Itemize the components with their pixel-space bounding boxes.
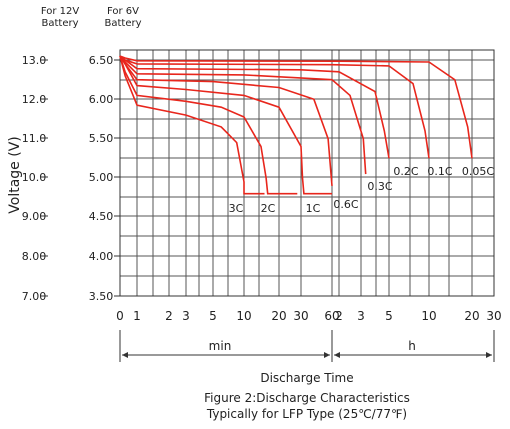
series-label-2C: 2C (261, 202, 276, 215)
series-line-1C (119, 55, 332, 195)
y-tick-6v-label: 4.50 (89, 210, 114, 223)
y-tick-6v-label: 6.50 (89, 54, 114, 67)
x-tick-label: 2 (335, 309, 343, 323)
y-axis-6v-header-line2: Battery (104, 18, 141, 29)
series-line-2C (119, 55, 298, 195)
series-label-0.2C: 0.2C (393, 165, 418, 178)
x-tick-label: 60 (324, 309, 339, 323)
series-line-0.05C (119, 55, 473, 159)
x-tick-label: 5 (385, 309, 393, 323)
y-tick-6v-label: 4.00 (89, 250, 114, 263)
range-arrow-h-left (334, 352, 340, 358)
y-tick-12v-label: 9.00 (22, 210, 47, 223)
x-tick-label: 3 (182, 309, 190, 323)
x-axis-label: Discharge Time (260, 371, 353, 385)
y-tick-6v-label: 6.00 (89, 93, 114, 106)
y-tick-12v-label: 12.0 (22, 93, 47, 106)
series-label-0.3C: 0.3C (367, 180, 392, 193)
y-tick-6v-label: 5.50 (89, 132, 114, 145)
y-axis-12v-header-line1: For 12V (41, 6, 80, 17)
plot-frame (119, 49, 495, 297)
y-tick-12v-label: 7.00 (22, 290, 47, 303)
y-tick-12v-label: 10.0 (22, 171, 47, 184)
series-line-0.2C (119, 55, 390, 159)
x-tick-label: 5 (209, 309, 217, 323)
series-label-0.1C: 0.1C (427, 165, 452, 178)
y-axis-label: Voltage (V) (7, 136, 23, 213)
x-tick-label: 10 (236, 309, 251, 323)
range-arrow-min-left (122, 352, 128, 358)
y-axis-12v-header-line2: Battery (41, 18, 78, 29)
x-tick-label: 20 (271, 309, 286, 323)
y-axis-6v-header-line1: For 6V (107, 6, 139, 17)
series-label-0.05C: 0.05C (462, 165, 494, 178)
x-tick-label: 30 (486, 309, 501, 323)
x-tick-label: 2 (165, 309, 173, 323)
series-line-0.1C (119, 55, 430, 159)
chart-title: Figure 2:Discharge Characteristics (204, 391, 410, 405)
x-tick-label: 10 (421, 309, 436, 323)
series-label-1C: 1C (306, 202, 321, 215)
range-label-min: min (209, 339, 232, 353)
x-tick-label: 0 (116, 309, 124, 323)
range-arrow-h-right (486, 352, 492, 358)
y-tick-12v-label: 8.00 (22, 250, 47, 263)
y-tick-12v-label: 11.0 (22, 132, 47, 145)
y-tick-6v-label: 5.00 (89, 171, 114, 184)
series-line-0.3C (119, 55, 367, 175)
range-arrow-min-right (324, 352, 330, 358)
x-tick-label: 20 (464, 309, 479, 323)
chart-subtitle: Typically for LFP Type (25℃/77℉) (206, 407, 407, 421)
x-tick-label: 30 (293, 309, 308, 323)
series-label-0.6C: 0.6C (333, 198, 358, 211)
series-label-3C: 3C (229, 202, 244, 215)
range-label-h: h (408, 339, 416, 353)
series-line-3C (119, 55, 265, 195)
y-tick-12v-label: 13.0 (22, 54, 47, 67)
x-tick-label: 1 (133, 309, 141, 323)
x-tick-label: 3 (357, 309, 365, 323)
y-tick-6v-label: 3.50 (89, 290, 114, 303)
series-line-0.6C (119, 55, 333, 186)
